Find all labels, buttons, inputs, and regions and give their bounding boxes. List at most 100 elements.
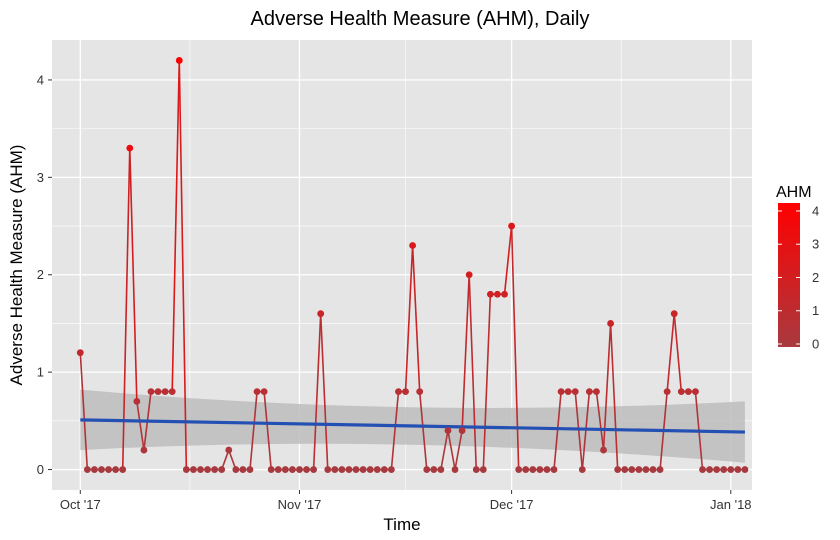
data-point	[182, 466, 190, 473]
data-point	[734, 466, 742, 473]
data-point	[706, 466, 713, 473]
trend-line	[80, 418, 745, 434]
series-segment	[319, 313, 329, 470]
x-tick-label: Nov '17	[278, 497, 322, 512]
data-point	[585, 388, 593, 396]
series-segment	[178, 60, 188, 470]
data-point	[310, 466, 318, 473]
series-segment	[673, 313, 683, 392]
x-tick-label: Dec '17	[490, 497, 534, 512]
legend-label: 1	[812, 303, 819, 318]
series-segment	[666, 313, 676, 392]
data-point	[607, 320, 614, 327]
series-segment	[461, 274, 470, 431]
data-point	[642, 466, 650, 473]
data-point	[119, 466, 127, 473]
data-point	[600, 446, 607, 454]
data-point	[684, 388, 692, 396]
data-point	[543, 466, 551, 473]
data-point	[324, 466, 332, 473]
series-segment	[228, 449, 237, 470]
data-point	[699, 466, 706, 473]
data-point	[98, 466, 105, 473]
data-point	[366, 466, 374, 473]
data-point	[444, 427, 452, 434]
y-tick-label: 3	[37, 170, 44, 185]
y-tick-label: 1	[37, 365, 44, 380]
data-point	[465, 271, 473, 279]
series-segment	[553, 391, 562, 470]
data-point	[635, 466, 643, 473]
data-point	[345, 466, 353, 473]
data-point	[479, 466, 487, 473]
series-segment	[390, 391, 400, 470]
data-point	[720, 466, 728, 473]
series-lines	[79, 60, 745, 471]
series-segment	[249, 391, 258, 470]
data-point	[373, 466, 381, 473]
data-point	[331, 466, 339, 473]
series-segment	[79, 352, 89, 470]
series-segment	[128, 148, 138, 402]
legend-title: AHM	[776, 184, 812, 201]
data-point	[649, 466, 657, 473]
data-point	[140, 446, 148, 454]
y-tick-label: 2	[37, 267, 44, 282]
x-axis-title: Time	[383, 515, 420, 534]
data-point	[303, 466, 310, 473]
series-segment	[121, 148, 131, 470]
legend-label: 4	[812, 203, 819, 218]
data-point	[494, 290, 501, 298]
data-point	[416, 388, 424, 396]
data-point	[628, 466, 636, 473]
data-point	[472, 466, 480, 473]
data-point	[423, 466, 431, 473]
y-axis-title: Adverse Health Measure (AHM)	[7, 145, 26, 386]
data-point	[656, 466, 664, 473]
series-segment	[171, 60, 181, 392]
data-point	[317, 310, 325, 318]
data-point	[692, 388, 699, 396]
legend-label: 3	[812, 237, 819, 252]
data-points	[76, 57, 749, 473]
data-point	[557, 388, 565, 396]
data-point	[338, 466, 346, 473]
data-point	[437, 466, 445, 473]
series-segment	[411, 245, 421, 392]
series-segment	[136, 401, 145, 451]
data-point	[593, 388, 600, 396]
data-point	[430, 466, 438, 473]
series-segment	[263, 391, 272, 470]
data-point	[154, 388, 162, 396]
data-point	[274, 466, 282, 473]
data-point	[352, 466, 360, 473]
data-point	[359, 466, 367, 473]
data-point	[105, 466, 112, 473]
data-point	[536, 466, 544, 473]
data-point	[571, 388, 579, 396]
series-segment	[312, 313, 322, 470]
data-point	[621, 466, 629, 473]
data-point	[677, 388, 685, 396]
data-point	[204, 466, 211, 473]
data-point	[161, 388, 169, 396]
legend-colorbar	[778, 203, 800, 347]
chart-title: Adverse Health Measure (AHM), Daily	[251, 8, 590, 30]
data-point	[289, 466, 296, 473]
data-point	[296, 466, 303, 473]
data-point	[133, 397, 141, 405]
y-tick-label: 0	[37, 462, 44, 477]
data-point	[522, 466, 530, 473]
trend-layer	[80, 418, 745, 434]
series-segment	[440, 430, 449, 470]
data-point	[211, 466, 219, 473]
legend-label: 2	[812, 270, 819, 285]
data-point	[409, 242, 417, 249]
series-segment	[447, 430, 456, 470]
series-segment	[454, 430, 463, 470]
data-point	[168, 388, 176, 396]
data-point	[713, 466, 721, 473]
data-point	[253, 388, 261, 396]
data-point	[190, 466, 197, 473]
